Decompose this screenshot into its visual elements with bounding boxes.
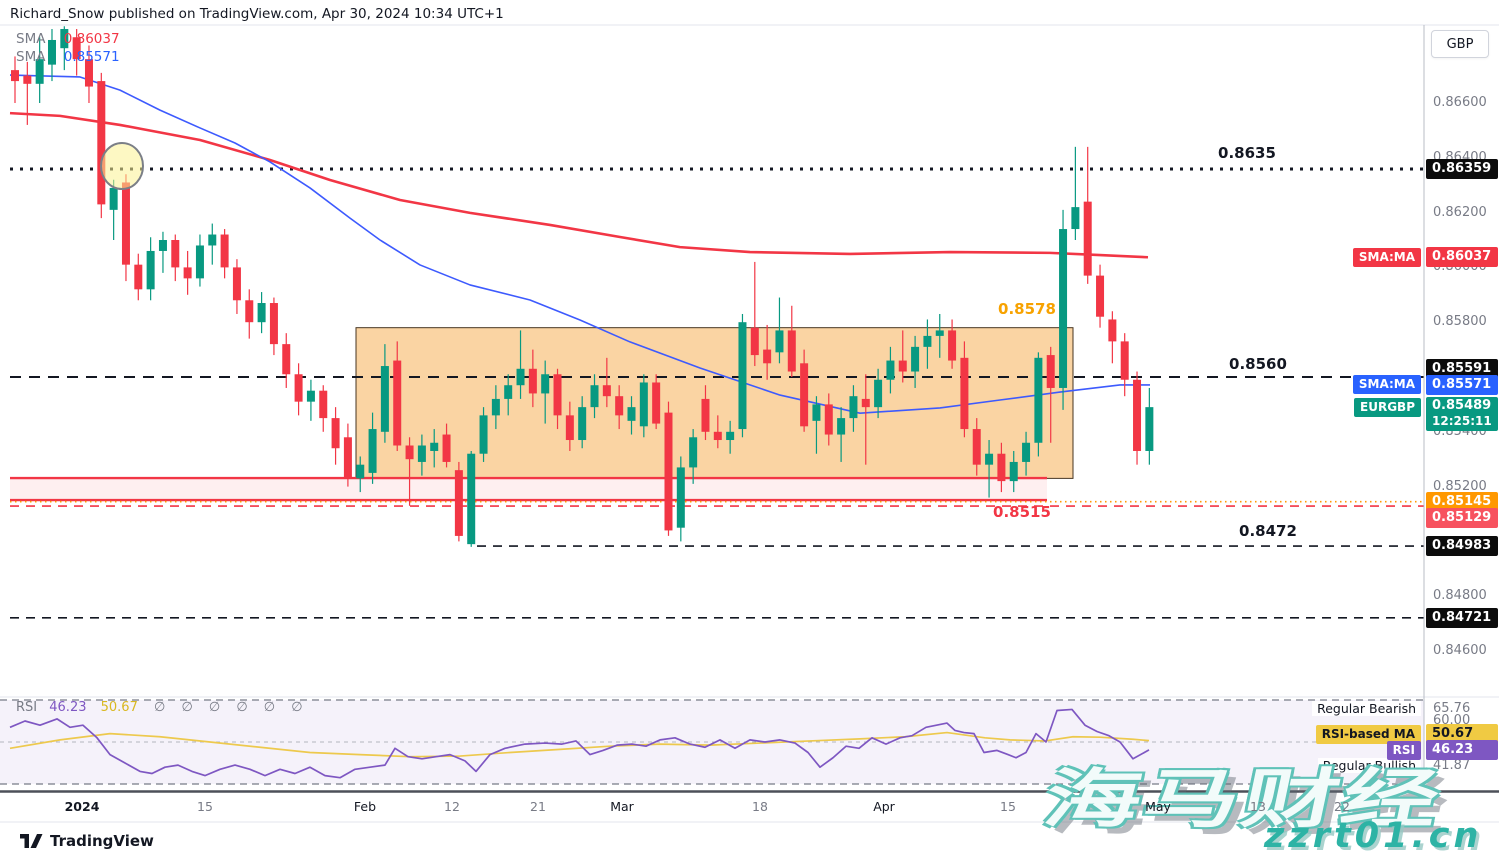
highlight-ellipse-marker [100, 142, 144, 190]
axis-badge-50.67: 50.67 [1426, 724, 1498, 744]
price-tick-0.84600: 0.84600 [1433, 643, 1487, 658]
axis-pill-SMA:MA: SMA:MA [1352, 375, 1421, 395]
badge-value: 0.85591 [1432, 361, 1492, 376]
box-label[interactable]: 0.8578 [998, 300, 1056, 318]
time-label-15: 15 [197, 799, 213, 814]
badge-value: 50.67 [1432, 726, 1474, 741]
candles [11, 26, 1154, 547]
axis-badge-0.85129: 0.85129 [1426, 508, 1498, 528]
time-label-May: May [1145, 799, 1171, 814]
price-tick-0.85800: 0.85800 [1433, 314, 1487, 330]
badge-value: 0.84721 [1432, 609, 1492, 625]
sma1-label: SMA [16, 31, 46, 47]
time-label-12: 12 [444, 799, 460, 814]
watermark-url: zzrt01.cn [1264, 816, 1483, 856]
time-label-21: 21 [530, 799, 546, 814]
rsi-value: 46.23 [49, 700, 87, 715]
badge-value: 0.84983 [1432, 538, 1492, 554]
time-label-15: 15 [1000, 799, 1016, 814]
badge-value: 0.85571 [1432, 376, 1492, 392]
currency-toggle-button[interactable]: GBP [1431, 30, 1489, 58]
time-label-18: 18 [752, 799, 768, 814]
time-label-Feb: Feb [353, 799, 377, 814]
badge-value: 0.86359 [1432, 161, 1492, 177]
price-tick-0.85200: 0.85200 [1433, 478, 1487, 494]
time-label-Apr: Apr [873, 799, 895, 814]
axis-pill-SMA:MA: SMA:MA [1352, 247, 1421, 267]
sma-red-line [9, 111, 1149, 259]
axis-pill-EURGBP: EURGBP [1354, 397, 1421, 417]
level-label-0.8560[interactable]: 0.8560 [1229, 355, 1287, 373]
rsi-ma-line [9, 731, 1150, 758]
sma2-label: SMA [16, 49, 46, 65]
axis-badge-0.85591: 0.85591 [1426, 359, 1498, 379]
rsi-tick-65.76: 65.76 [1433, 701, 1471, 716]
rsi-label: RSI [16, 700, 38, 715]
rsi-line [9, 708, 1150, 779]
sma-legend-row-2[interactable]: SMA 0.85571 [16, 48, 120, 66]
rsi-tick-41.87: 41.87 [1433, 758, 1471, 773]
axis-badge-0.84721: 0.84721 [1426, 607, 1498, 628]
main-pane [9, 74, 1424, 619]
badge-value: 0.85129 [1432, 510, 1492, 525]
badge-value: 0.85489 [1432, 398, 1492, 414]
tradingview-logo-icon [20, 833, 43, 848]
sma2-value: 0.85571 [63, 49, 120, 65]
badge-value: 46.23 [1432, 742, 1474, 757]
brand-text: TradingView [50, 832, 154, 850]
level-label-0.8635[interactable]: 0.8635 [1218, 144, 1276, 162]
sma-legend-row-1[interactable]: SMA 0.86037 [16, 30, 120, 48]
axis-pill-RSI: RSI [1386, 740, 1421, 760]
axis-badge-0.85145: 0.85145 [1426, 491, 1498, 512]
sma-legend: SMA 0.86037 SMA 0.85571 [16, 30, 120, 66]
price-tick-0.86200: 0.86200 [1433, 204, 1487, 220]
time-label-13: 13 [1250, 799, 1266, 814]
axis-badge-0.84983: 0.84983 [1426, 536, 1498, 557]
sma-blue-line [9, 74, 1150, 414]
tradingview-brand[interactable]: TradingView [20, 832, 154, 850]
level-label-0.8515[interactable]: 0.8515 [993, 503, 1051, 521]
hidden-indicator-icons[interactable]: ∅ ∅ ∅ ∅ ∅ ∅ [153, 700, 309, 715]
regular-bearish-label: Regular Bearish [1312, 701, 1421, 716]
publish-line: Richard_Snow published on TradingView.co… [10, 6, 504, 22]
badge-countdown: 12:25:11 [1432, 414, 1492, 429]
axis-badge-46.23: 46.23 [1426, 740, 1498, 760]
rsi-ma-value: 50.67 [100, 700, 138, 715]
time-label-Mar: Mar [610, 799, 634, 814]
price-tick-0.86600: 0.86600 [1433, 95, 1487, 110]
support-band [10, 478, 1047, 501]
axis-badge-0.85571: 0.85571 [1426, 374, 1498, 395]
level-label-0.8472[interactable]: 0.8472 [1239, 522, 1297, 540]
time-label-2024: 2024 [64, 799, 100, 814]
price-tick-0.84800: 0.84800 [1433, 588, 1487, 604]
axis-badge-0.85489: 0.85489 12:25:11 [1426, 397, 1498, 432]
badge-value: 0.85145 [1432, 493, 1492, 509]
axis-badge-0.86359: 0.86359 [1426, 159, 1498, 180]
regular-bullish-label: Regular Bullish [1317, 758, 1421, 773]
axis-pill-RSI-based MA: RSI-based MA [1315, 724, 1421, 744]
axis-badge-0.86037: 0.86037 [1426, 247, 1498, 268]
sma1-value: 0.86037 [63, 31, 120, 47]
time-label-22: 22 [1334, 799, 1350, 814]
badge-value: 0.86037 [1432, 249, 1492, 265]
rsi-legend[interactable]: RSI 46.23 50.67 ∅ ∅ ∅ ∅ ∅ ∅ [16, 700, 309, 715]
rsi-pane [9, 708, 1150, 779]
